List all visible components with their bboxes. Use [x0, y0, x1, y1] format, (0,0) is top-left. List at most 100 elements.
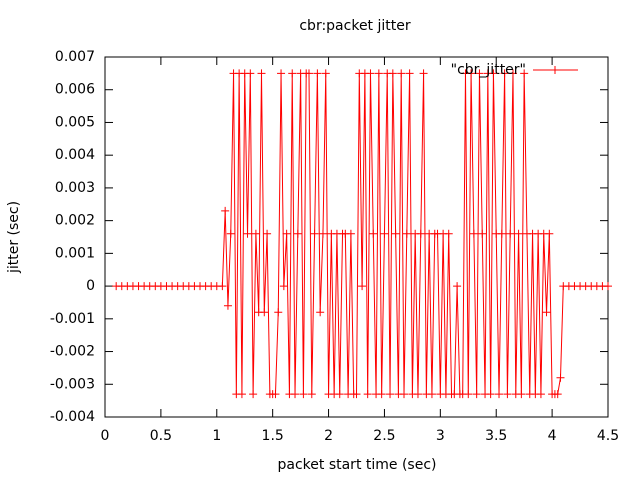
data-point	[500, 69, 509, 78]
data-point	[469, 229, 478, 238]
data-point	[556, 373, 565, 382]
data-point	[402, 229, 411, 238]
data-point	[400, 390, 409, 399]
data-point	[282, 229, 291, 238]
data-point	[478, 229, 487, 238]
data-point	[237, 390, 246, 399]
y-tick-label: 0.006	[55, 82, 95, 98]
x-axis-label: packet start time (sec)	[278, 457, 437, 473]
data-point	[489, 69, 498, 78]
data-point	[271, 390, 280, 399]
data-point	[243, 229, 252, 238]
x-tick-label: 3	[436, 428, 445, 444]
x-tick-label: 0	[101, 428, 110, 444]
data-point	[335, 390, 344, 399]
data-point	[374, 69, 383, 78]
data-point	[520, 69, 529, 78]
legend-marker	[551, 66, 559, 74]
data-point	[221, 206, 230, 215]
data-point	[444, 229, 453, 238]
data-point	[299, 390, 308, 399]
y-tick-label: 0.004	[55, 147, 95, 163]
data-point	[380, 229, 389, 238]
y-tick-label: 0.001	[55, 245, 95, 261]
y-axis-label: jitter (sec)	[6, 201, 22, 274]
data-point	[475, 69, 484, 78]
y-tick-label: 0.002	[55, 213, 95, 229]
data-point	[249, 390, 258, 399]
data-point	[413, 390, 422, 399]
data-point	[486, 390, 495, 399]
y-tick-label: -0.004	[50, 409, 95, 425]
data-point	[503, 390, 512, 399]
data-point	[246, 69, 255, 78]
data-point	[542, 308, 551, 317]
data-point	[251, 229, 260, 238]
data-point	[386, 390, 395, 399]
data-point	[467, 69, 476, 78]
data-point	[313, 69, 322, 78]
data-point	[517, 390, 526, 399]
data-point	[316, 308, 325, 317]
data-point	[279, 282, 288, 291]
data-point	[472, 390, 481, 399]
chart-title: cbr:packet jitter	[299, 18, 411, 34]
data-point	[545, 229, 554, 238]
data-point	[277, 69, 286, 78]
data-point	[310, 229, 319, 238]
data-point	[274, 308, 283, 317]
data-point	[416, 229, 425, 238]
data-point	[495, 390, 504, 399]
x-tick-label: 3.5	[485, 428, 507, 444]
y-tick-label: 0.005	[55, 114, 95, 130]
data-point	[377, 390, 386, 399]
x-tick-label: 1.5	[262, 428, 284, 444]
data-point	[464, 390, 473, 399]
data-point	[263, 229, 272, 238]
data-point	[508, 69, 517, 78]
data-point	[288, 69, 297, 78]
series-line	[116, 72, 608, 395]
data-point	[226, 229, 235, 238]
x-tick-label: 4	[548, 428, 557, 444]
data-point	[427, 390, 436, 399]
data-point	[453, 282, 462, 291]
data-point	[397, 69, 406, 78]
data-point	[304, 69, 313, 78]
data-point	[293, 229, 302, 238]
data-point	[391, 229, 400, 238]
data-point	[369, 229, 378, 238]
legend-label: "cbr_jitter"	[451, 62, 526, 78]
data-point	[307, 390, 316, 399]
data-point	[506, 229, 515, 238]
data-point	[352, 390, 361, 399]
data-point	[514, 229, 523, 238]
y-tick-label: 0.003	[55, 180, 95, 196]
y-tick-label: -0.001	[50, 311, 95, 327]
data-point	[218, 282, 227, 291]
y-tick-label: -0.003	[50, 376, 95, 392]
y-tick-label: -0.002	[50, 344, 95, 360]
data-point	[358, 282, 367, 291]
data-point	[553, 390, 562, 399]
data-point	[497, 229, 506, 238]
data-point	[291, 390, 300, 399]
x-tick-label: 4.5	[597, 428, 619, 444]
x-tick-label: 2	[324, 428, 333, 444]
y-tick-label: 0.007	[55, 49, 95, 65]
x-tick-label: 2.5	[373, 428, 395, 444]
data-point	[388, 69, 397, 78]
y-tick-label: 0	[86, 278, 95, 294]
data-point	[366, 69, 375, 78]
data-point	[257, 69, 266, 78]
plot-border	[104, 56, 609, 418]
data-point	[363, 390, 372, 399]
data-point	[405, 69, 414, 78]
data-point	[260, 308, 269, 317]
data-point	[223, 301, 232, 310]
data-point	[321, 69, 330, 78]
x-tick-label: 0.5	[150, 428, 172, 444]
x-tick-label: 1	[212, 428, 221, 444]
